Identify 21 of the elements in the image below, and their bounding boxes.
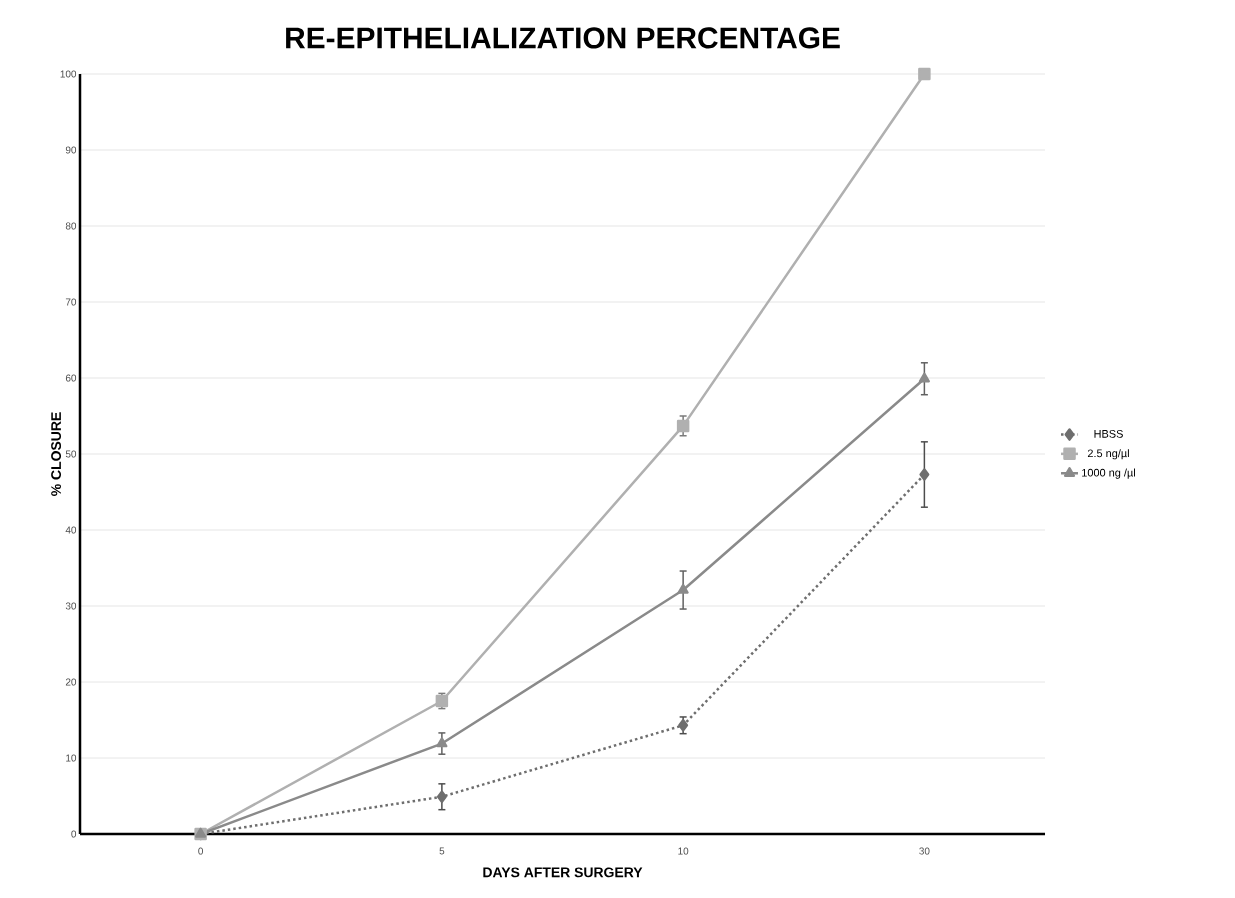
y-axis-title: % CLOSURE (51, 412, 62, 496)
y-tick-label: 70 (65, 298, 77, 306)
x-tick-label: 30 (919, 847, 930, 855)
x-tick-label: 0 (198, 847, 204, 855)
y-tick-label: 60 (65, 374, 77, 382)
y-tick-label: 30 (65, 602, 77, 610)
y-tick-label: 100 (60, 70, 77, 78)
legend-label: 1000 ng /µl (1082, 468, 1135, 479)
x-tick-label: 5 (439, 847, 445, 855)
y-tick-label: 50 (65, 450, 77, 458)
y-tick-label: 40 (65, 526, 77, 534)
x-tick-label: 10 (678, 847, 689, 855)
y-tick-label: 20 (65, 678, 77, 686)
x-axis-title: DAYS AFTER SURGERY (483, 867, 643, 878)
legend-label: 2.5 ng/µl (1087, 449, 1129, 460)
y-tick-label: 90 (65, 146, 77, 154)
y-tick-label: 80 (65, 222, 77, 230)
legend-label: HBSS (1094, 430, 1123, 438)
chart-title: RE-EPITHELIALIZATION PERCENTAGE (286, 27, 840, 49)
y-tick-label: 10 (66, 754, 77, 762)
y-tick-label: 0 (71, 830, 77, 838)
